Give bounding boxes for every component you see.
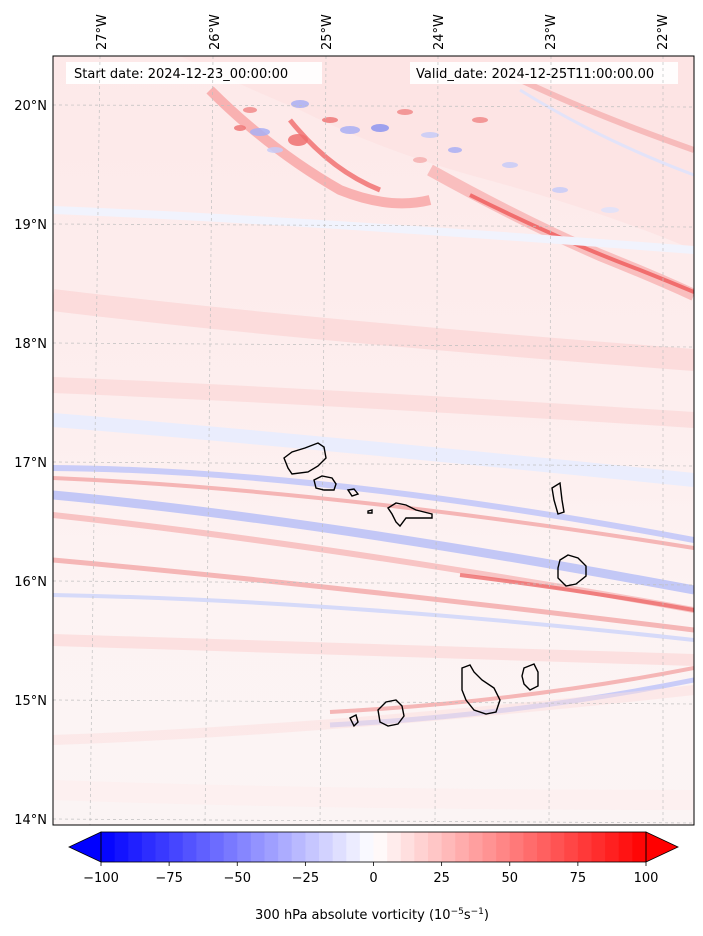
colorbar-segment <box>618 832 633 862</box>
colorbar-segment <box>101 832 116 862</box>
colorbar-segment <box>169 832 184 862</box>
colorbar-segment <box>250 832 266 862</box>
island-boa-vista <box>557 554 587 587</box>
colorbar-segment <box>359 832 375 862</box>
colorbar-segment <box>278 832 293 862</box>
colorbar-segment <box>632 832 647 862</box>
colorbar-tick-label: 25 <box>433 871 450 886</box>
colorbar-segment <box>482 832 497 862</box>
island-maio <box>521 663 539 691</box>
colorbar-tick-label: −75 <box>155 871 182 886</box>
colorbar-tick-label: 75 <box>570 871 587 886</box>
colorbar-segment <box>441 832 456 862</box>
colorbar-tick-label: 0 <box>369 871 377 886</box>
colorbar-segment <box>550 832 565 862</box>
lon-label-26w: 26°W <box>208 14 223 50</box>
colorbar-segment <box>210 832 225 862</box>
colorbar-segment <box>346 832 361 862</box>
island-branco <box>367 509 373 514</box>
lon-label-22w: 22°W <box>656 14 671 50</box>
colorbar-tick-label: 100 <box>634 871 659 886</box>
colorbar-extend-max <box>645 831 679 863</box>
colorbar-segment <box>114 832 129 862</box>
lat-labels: 20°N 19°N 18°N 17°N 16°N 15°N 14°N <box>14 99 47 828</box>
colorbar-segment <box>128 832 143 862</box>
island-sal <box>551 481 565 515</box>
lon-label-25w: 25°W <box>320 14 335 50</box>
island-sao-nicolau <box>387 502 433 528</box>
lat-label-17n: 17°N <box>14 456 47 471</box>
colorbar-segment <box>332 832 347 862</box>
colorbar-segment <box>373 832 388 862</box>
colorbar-segment <box>155 832 170 862</box>
start-date-label: Start date: 2024-12-23_00:00:00 <box>74 67 288 82</box>
colorbar-tick-label: 50 <box>501 871 518 886</box>
colorbar-segment <box>577 832 593 862</box>
lat-label-20n: 20°N <box>14 99 47 114</box>
colorbar-segment <box>196 832 211 862</box>
colorbar-segment <box>537 832 552 862</box>
lat-label-19n: 19°N <box>14 218 47 233</box>
colorbar-segment <box>468 832 484 862</box>
colorbar-segment <box>223 832 238 862</box>
colorbar-segment <box>605 832 620 862</box>
island-santiago <box>461 664 501 715</box>
colorbar-tick-label: −100 <box>83 871 119 886</box>
colorbar-segment <box>591 832 606 862</box>
colorbar-segment <box>291 832 306 862</box>
colorbar-segments <box>101 832 647 862</box>
island-brava <box>349 713 359 728</box>
colorbar-tick-label: −25 <box>292 871 319 886</box>
colorbar-segment <box>141 832 157 862</box>
colorbar-segment <box>387 832 402 862</box>
colorbar: −100 −75 −50 −25 0 25 50 75 100 300 hPa absolute… <box>68 831 679 923</box>
colorbar-segment <box>455 832 470 862</box>
colorbar-segment <box>564 832 579 862</box>
island-sao-vicente <box>313 475 337 491</box>
lon-label-24w: 24°W <box>432 14 447 50</box>
lat-label-18n: 18°N <box>14 337 47 352</box>
lon-label-27w: 27°W <box>95 14 110 50</box>
colorbar-segment <box>400 832 415 862</box>
colorbar-segment <box>264 832 279 862</box>
graticule <box>53 56 694 825</box>
colorbar-tick-label: −50 <box>224 871 251 886</box>
colorbar-segment <box>182 832 197 862</box>
colorbar-segment <box>428 832 443 862</box>
colorbar-segment <box>509 832 524 862</box>
map-frame <box>52 55 695 826</box>
lon-labels: 27°W 26°W 25°W 24°W 23°W 22°W <box>95 14 671 50</box>
island-santo-antao <box>283 442 327 475</box>
colorbar-segment <box>319 832 334 862</box>
valid-date-label: Valid_date: 2024-12-25T11:00:00.00 <box>416 67 654 82</box>
colorbar-segment <box>237 832 252 862</box>
lat-label-16n: 16°N <box>14 575 47 590</box>
vorticity-field <box>53 56 694 825</box>
island-fogo <box>377 699 405 727</box>
colorbar-segment <box>496 832 511 862</box>
lon-label-23w: 23°W <box>544 14 559 50</box>
colorbar-segment <box>305 832 320 862</box>
colorbar-extend-min <box>68 831 102 863</box>
colorbar-label: 300 hPa absolute vorticity (10−5s−1) <box>255 907 489 923</box>
island-santa-luzia <box>346 488 360 497</box>
colorbar-ticks: −100 −75 −50 −25 0 25 50 75 100 <box>83 862 658 886</box>
colorbar-segment <box>523 832 538 862</box>
lat-label-14n: 14°N <box>14 813 47 828</box>
lat-label-15n: 15°N <box>14 694 47 709</box>
colorbar-segment <box>414 832 429 862</box>
coastlines <box>283 442 587 728</box>
